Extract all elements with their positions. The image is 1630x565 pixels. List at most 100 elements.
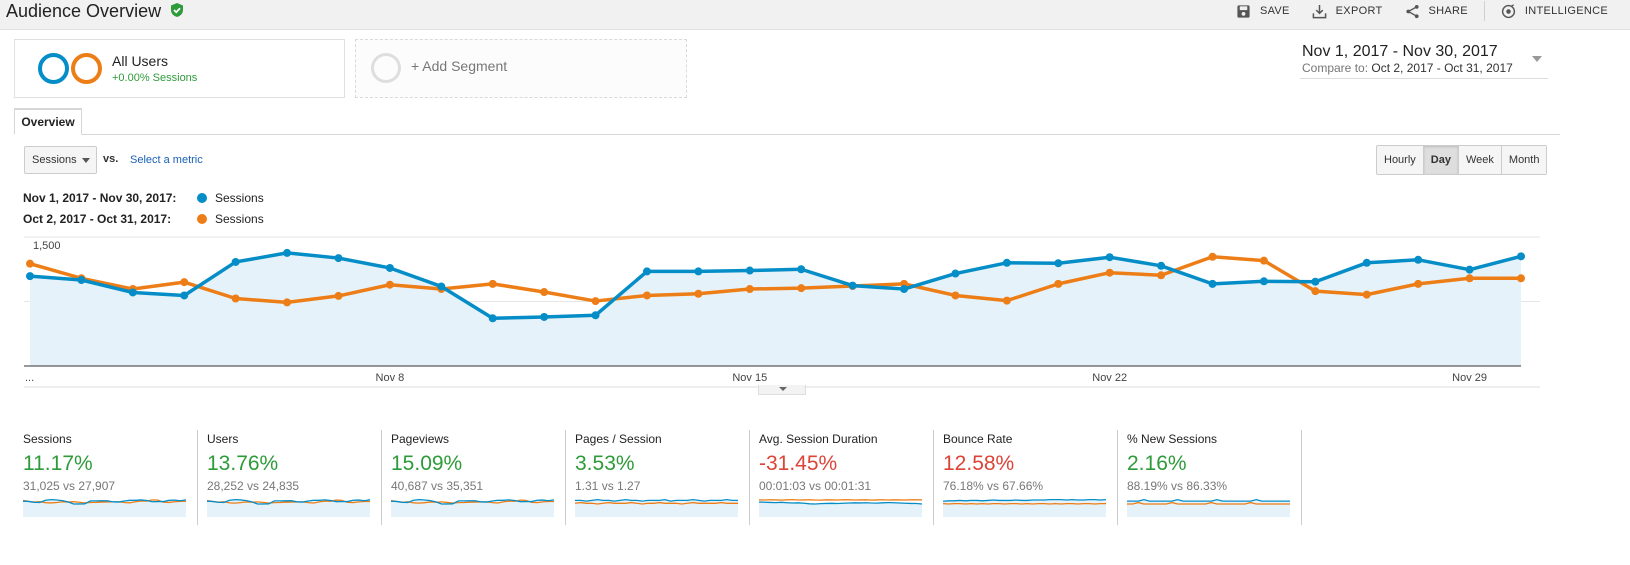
data-point bbox=[540, 312, 549, 321]
segment-all-users[interactable]: All Users +0.00% Sessions bbox=[14, 39, 345, 98]
scorecard[interactable]: Avg. Session Duration -31.45% 00:01:03 vs … bbox=[750, 430, 934, 525]
scorecard-change: 2.16% bbox=[1127, 452, 1187, 475]
data-point bbox=[180, 278, 189, 287]
data-point bbox=[1054, 259, 1063, 268]
data-point bbox=[591, 297, 600, 306]
vs-label: vs. bbox=[103, 153, 119, 165]
series-area-current bbox=[30, 252, 1521, 366]
add-segment-label: + Add Segment bbox=[411, 58, 508, 74]
scorecard[interactable]: Sessions 11.17% 31,025 vs 27,907 bbox=[14, 430, 198, 525]
data-point bbox=[128, 288, 137, 297]
scorecard-change: 15.09% bbox=[391, 452, 463, 475]
data-point bbox=[1311, 287, 1320, 296]
intelligence-button[interactable]: INTELLIGENCE bbox=[1501, 3, 1608, 19]
data-point bbox=[1259, 256, 1268, 265]
share-button[interactable]: SHARE bbox=[1405, 4, 1468, 19]
data-point bbox=[1465, 265, 1474, 274]
scorecard-sparkline bbox=[391, 498, 554, 517]
scorecard[interactable]: Pageviews 15.09% 40,687 vs 35,351 bbox=[382, 430, 566, 525]
scorecard-metric-name: Sessions bbox=[23, 432, 72, 446]
scorecard[interactable]: Pages / Session 3.53% 1.31 vs 1.27 bbox=[566, 430, 750, 525]
scorecard-metric-name: Pages / Session bbox=[575, 432, 662, 446]
verified-shield-icon bbox=[171, 3, 183, 17]
legend-dot-blue-icon bbox=[197, 193, 207, 203]
date-range-main: Nov 1, 2017 - Nov 30, 2017 bbox=[1302, 43, 1498, 60]
y-tick-label: 1,500 bbox=[33, 240, 61, 252]
empty-segment-ring-icon bbox=[371, 53, 401, 83]
sparkline-area bbox=[391, 499, 554, 517]
sparkline-previous bbox=[575, 501, 738, 505]
sparkline-current bbox=[575, 498, 738, 502]
legend-range-current: Nov 1, 2017 - Nov 30, 2017: bbox=[23, 191, 177, 205]
scorecard-metric-name: Pageviews bbox=[391, 432, 450, 446]
sparkline-area bbox=[943, 499, 1106, 517]
scorecard-change: 11.17% bbox=[23, 452, 93, 475]
tab-overview[interactable]: Overview bbox=[14, 108, 82, 135]
share-icon bbox=[1405, 4, 1419, 18]
add-segment-button[interactable]: + Add Segment bbox=[355, 39, 687, 98]
data-point bbox=[797, 284, 806, 293]
data-point bbox=[642, 291, 651, 300]
data-point bbox=[26, 272, 34, 281]
data-point bbox=[385, 280, 394, 289]
scorecard-metric-name: Users bbox=[207, 432, 239, 446]
data-point bbox=[334, 254, 343, 263]
data-point bbox=[1465, 274, 1474, 283]
sparkline-current bbox=[23, 498, 186, 505]
scorecards: Sessions 11.17% 31,025 vs 27,907 Users 13.76… bbox=[14, 430, 1302, 525]
save-icon bbox=[1237, 4, 1250, 18]
scorecard[interactable]: Users 13.76% 28,252 vs 24,835 bbox=[198, 430, 382, 525]
scorecard-sparkline bbox=[1127, 498, 1290, 517]
sparkline-area bbox=[1127, 499, 1290, 517]
day-button[interactable]: Day bbox=[1423, 146, 1459, 174]
scorecard-sparkline bbox=[575, 498, 738, 517]
segment-ring-orange-icon bbox=[71, 53, 102, 84]
page-title: Audience Overview bbox=[6, 1, 162, 21]
scorecard[interactable]: % New Sessions 2.16% 88.19% vs 86.33% bbox=[1118, 430, 1302, 525]
legend-range-previous: Oct 2, 2017 - Oct 31, 2017: bbox=[23, 212, 172, 226]
compare-range: Oct 2, 2017 - Oct 31, 2017 bbox=[1371, 61, 1513, 75]
data-point bbox=[848, 281, 857, 290]
data-point bbox=[385, 263, 394, 272]
data-point bbox=[1002, 296, 1011, 305]
scorecard-sparkline bbox=[207, 498, 370, 517]
metric-dropdown[interactable]: Sessions bbox=[24, 146, 97, 174]
top-bar: Audience Overview SAVE EXPORT SHARE INTE… bbox=[0, 0, 1630, 30]
scorecard-comparison: 40,687 vs 35,351 bbox=[391, 479, 484, 493]
sparkline-area bbox=[575, 499, 738, 517]
segment-ring-blue-icon bbox=[38, 53, 69, 84]
data-point bbox=[591, 311, 600, 320]
sparkline-current bbox=[207, 498, 370, 505]
data-point bbox=[694, 267, 703, 276]
data-point bbox=[283, 248, 292, 257]
hourly-button[interactable]: Hourly bbox=[1377, 146, 1424, 174]
scorecard-sparkline bbox=[943, 498, 1106, 517]
scorecard-comparison: 00:01:03 vs 00:01:31 bbox=[759, 479, 872, 493]
select-metric-link[interactable]: Select a metric bbox=[130, 154, 203, 166]
sparkline-area bbox=[23, 499, 186, 517]
legend-series-previous: Sessions bbox=[215, 212, 264, 226]
legend-previous: Oct 2, 2017 - Oct 31, 2017: Sessions bbox=[23, 212, 264, 226]
scorecard[interactable]: Bounce Rate 12.58% 76.18% vs 67.66% bbox=[934, 430, 1118, 525]
scorecard-sparkline bbox=[759, 498, 922, 517]
week-button[interactable]: Week bbox=[1458, 146, 1502, 174]
data-point bbox=[900, 285, 909, 294]
chevron-down-icon bbox=[1532, 56, 1542, 62]
sparkline-current bbox=[391, 498, 554, 505]
data-point bbox=[1311, 277, 1320, 286]
date-range-picker[interactable]: Nov 1, 2017 - Nov 30, 2017 Compare to: O… bbox=[1300, 41, 1548, 79]
export-button[interactable]: EXPORT bbox=[1312, 4, 1383, 19]
tab-divider bbox=[14, 134, 1560, 135]
data-point bbox=[1517, 252, 1525, 261]
granularity-toggle: Hourly Day Week Month bbox=[1376, 145, 1548, 175]
sparkline-current bbox=[1127, 498, 1290, 502]
sparkline-previous bbox=[391, 499, 554, 504]
intelligence-icon bbox=[1501, 3, 1516, 18]
export-label: EXPORT bbox=[1335, 5, 1383, 17]
month-button[interactable]: Month bbox=[1501, 146, 1547, 174]
data-point bbox=[951, 291, 960, 300]
data-point bbox=[1414, 279, 1423, 288]
save-button[interactable]: SAVE bbox=[1236, 4, 1290, 19]
chart-collapse-handle[interactable] bbox=[758, 385, 806, 395]
scorecard-comparison: 28,252 vs 24,835 bbox=[207, 479, 300, 493]
